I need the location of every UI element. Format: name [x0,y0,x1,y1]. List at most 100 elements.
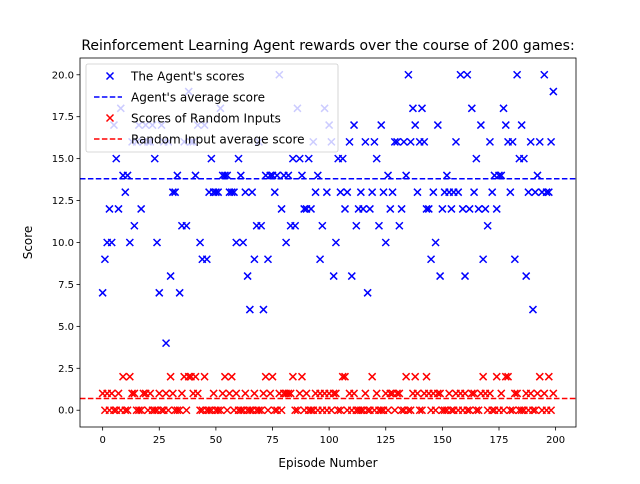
data-point-series-0 [318,221,327,230]
data-point-series-0 [427,255,436,264]
data-point-series-2 [295,389,304,398]
data-point-series-0 [476,121,485,130]
data-point-series-2 [227,372,236,381]
data-point-series-0 [386,204,395,213]
data-point-series-0 [508,137,517,146]
data-point-series-0 [227,188,236,197]
x-tick-label: 0 [99,435,105,446]
data-point-series-0 [544,188,553,197]
data-point-series-2 [146,389,155,398]
data-point-series-2 [125,372,134,381]
data-point-series-0 [220,171,229,180]
y-tick-label: 15.0 [52,154,74,165]
data-point-series-0 [313,171,322,180]
data-point-series-2 [263,406,273,415]
data-point-series-0 [377,121,386,130]
data-point-series-2 [479,372,488,381]
data-point-series-2 [288,372,297,381]
data-point-series-2 [250,389,259,398]
data-point-series-0 [336,188,345,197]
legend-label: Agent's average score [131,91,265,105]
data-point-series-2 [155,389,164,398]
data-point-series-0 [547,137,556,146]
x-tick-label: 125 [376,435,395,446]
y-axis: 0.0 2.5 5.0 7.5 10.0 12.5 15.0 17.5 20.0 [52,70,80,417]
data-point-series-2 [338,372,347,381]
data-point-series-2 [175,406,184,415]
data-point-series-2 [284,389,293,398]
data-point-series-0 [297,171,306,180]
data-point-series-0 [438,204,447,213]
data-point-series-2 [447,406,456,415]
data-point-series-2 [266,389,275,398]
data-point-series-0 [105,204,114,213]
data-point-series-2 [431,406,440,415]
data-point-series-2 [134,406,143,415]
data-point-series-2 [162,389,171,398]
data-point-series-0 [266,171,275,180]
data-point-series-0 [451,137,460,146]
data-point-series-0 [288,154,297,163]
data-point-series-2 [200,372,209,381]
data-point-series-0 [488,188,497,197]
data-point-series-2 [157,406,166,415]
data-point-series-2 [220,372,229,381]
data-point-series-2 [232,389,241,398]
data-point-series-2 [402,372,411,381]
data-point-series-2 [465,406,474,415]
data-point-series-0 [130,221,139,230]
x-tick-label: 100 [320,435,339,446]
data-point-series-0 [513,70,522,79]
data-point-series-2 [411,372,420,381]
data-point-series-0 [465,204,474,213]
data-point-series-2 [544,372,553,381]
data-point-series-0 [383,171,393,180]
data-point-series-0 [232,238,241,247]
data-point-series-2 [216,406,225,415]
data-point-series-0 [229,188,239,197]
data-point-series-2 [261,372,270,381]
data-point-series-2 [123,406,132,415]
chart-title: Reinforcement Learning Agent rewards ove… [81,38,574,54]
data-point-series-2 [417,406,427,415]
data-point-series-0 [402,171,411,180]
data-point-series-0 [474,204,483,213]
data-point-series-2 [390,406,399,415]
data-point-series-2 [259,389,268,398]
data-point-series-2 [393,389,402,398]
data-point-series-2 [533,389,542,398]
data-point-series-0 [492,204,501,213]
data-point-series-0 [284,171,293,180]
average-lines [80,178,576,400]
data-point-series-0 [470,188,479,197]
legend-label: The Agent's scores [130,70,245,84]
data-point-series-0 [277,204,286,213]
data-point-series-0 [207,154,216,163]
data-point-series-0 [417,104,427,113]
data-point-series-2 [506,406,515,415]
data-point-series-2 [297,372,306,381]
data-point-series-0 [393,137,402,146]
data-point-series-0 [343,188,352,197]
data-point-series-0 [481,204,490,213]
x-tick-label: 25 [153,435,166,446]
data-point-series-0 [456,70,465,79]
data-point-series-2 [433,389,442,398]
data-point-series-2 [164,406,173,415]
data-point-series-0 [291,221,300,230]
data-point-series-0 [501,121,510,130]
data-point-series-0 [137,204,146,213]
data-point-series-0 [510,255,519,264]
data-point-series-2 [205,406,214,415]
data-point-series-0 [533,171,542,180]
data-point-series-2 [193,389,202,398]
data-point-series-2 [214,406,223,415]
data-point-series-2 [218,389,227,398]
data-point-series-2 [166,372,175,381]
data-point-series-2 [497,389,506,398]
data-point-series-0 [243,272,252,281]
data-point-series-0 [322,188,331,197]
data-point-series-0 [390,137,399,146]
data-point-series-0 [454,188,463,197]
